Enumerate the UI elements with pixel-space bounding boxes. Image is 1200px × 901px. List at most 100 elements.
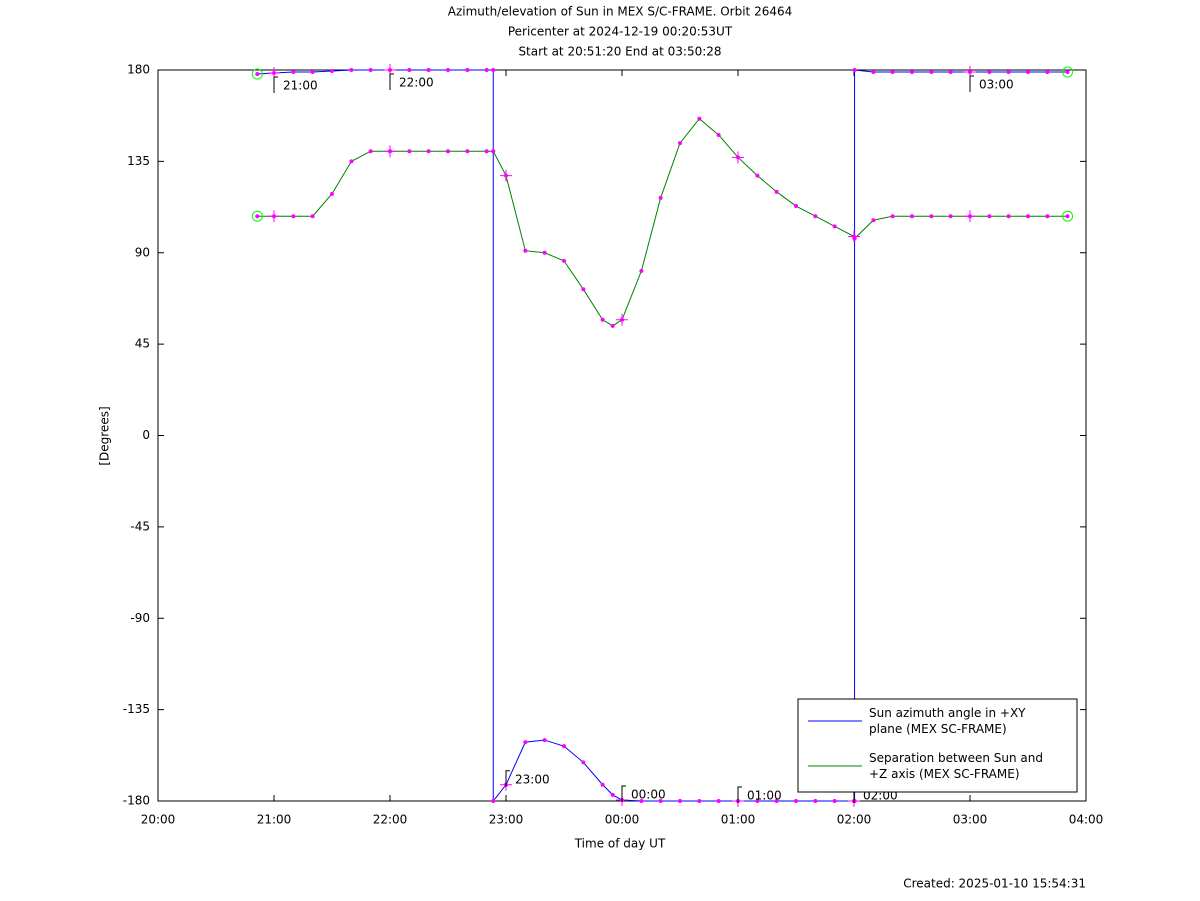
series-line (257, 118, 1068, 327)
point-marker (1006, 70, 1011, 75)
annotation-tick (389, 73, 394, 90)
y-tick-label: 180 (127, 63, 150, 77)
chart-subtitle: Pericenter at 2024-12-19 00:20:53UT (508, 25, 733, 39)
point-marker (755, 173, 760, 178)
annotation-tick (737, 786, 742, 803)
legend-label: Sun azimuth angle in +XY plane (MEX SC-FR… (869, 706, 1026, 736)
point-marker (491, 68, 496, 72)
legend-label: Separation between Sun and +Z axis (MEX S… (869, 751, 1043, 781)
x-tick-label: 00:00 (605, 813, 640, 827)
x-tick-label: 22:00 (373, 813, 408, 827)
point-marker (330, 191, 334, 196)
point-marker (368, 68, 373, 72)
point-marker (852, 68, 857, 72)
point-marker (542, 738, 547, 743)
point-marker (610, 323, 615, 328)
point-marker (310, 70, 315, 75)
annotation-tick (273, 76, 278, 94)
x-tick-label: 02:00 (837, 813, 872, 827)
point-marker (968, 214, 972, 219)
point-marker (491, 149, 496, 154)
point-marker (484, 149, 489, 154)
y-tick-label: -90 (130, 611, 150, 625)
point-marker (426, 68, 431, 72)
point-marker (600, 317, 605, 322)
point-marker (407, 68, 412, 72)
point-marker (639, 799, 644, 803)
point-marker (890, 70, 895, 75)
point-marker (484, 68, 489, 72)
point-marker (504, 173, 508, 178)
point-marker (794, 799, 798, 803)
plot-frame (157, 69, 1087, 802)
x-tick-label: 03:00 (953, 813, 988, 827)
point-marker (678, 799, 682, 803)
point-marker (774, 189, 779, 194)
point-marker (388, 68, 392, 72)
point-marker (987, 214, 992, 219)
point-marker (1045, 70, 1050, 75)
chart-title: Azimuth/elevation of Sun in MEX S/C-FRAM… (448, 5, 793, 19)
point-marker (852, 236, 857, 241)
point-marker (871, 218, 876, 223)
endpoint-marker (251, 68, 263, 80)
point-marker (929, 70, 934, 75)
point-marker (610, 792, 615, 797)
point-marker (388, 149, 392, 154)
point-marker (600, 782, 605, 787)
annotation: 01:00 (747, 789, 782, 803)
point-marker (291, 214, 296, 219)
point-marker (678, 141, 682, 146)
point-marker (929, 214, 934, 219)
point-marker (620, 317, 624, 322)
point-marker (542, 250, 547, 255)
y-tick-label: -180 (123, 794, 150, 808)
y-tick-label: 90 (135, 245, 150, 259)
point-marker (272, 214, 276, 219)
point-marker (465, 68, 470, 72)
annotation-tick (969, 75, 974, 93)
point-marker (697, 116, 702, 121)
y-tick-label: -45 (130, 519, 150, 533)
point-marker (948, 70, 953, 75)
point-marker (310, 214, 315, 219)
point-marker (272, 71, 276, 76)
legend-box (797, 698, 1078, 793)
point-marker (581, 760, 586, 765)
point-marker (948, 214, 953, 219)
point-marker (716, 799, 721, 803)
endpoint-marker (1062, 66, 1074, 78)
point-marker (794, 204, 798, 209)
annotation-tick (621, 785, 626, 802)
y-tick-label: 45 (135, 337, 150, 351)
endpoint-marker (251, 210, 263, 222)
annotation-tick (505, 770, 510, 787)
point-marker (813, 799, 818, 803)
x-tick-label: 04:00 (1069, 813, 1104, 827)
x-axis-label: Time of day UT (574, 837, 666, 851)
footer: Created: 2025-01-10 15:54:31 (903, 877, 1086, 891)
y-tick-label: -135 (123, 702, 150, 716)
annotation: 21:00 (283, 79, 318, 93)
point-marker (562, 744, 566, 749)
series-line (257, 69, 1068, 803)
x-tick-label: 01:00 (721, 813, 756, 827)
point-marker (987, 70, 992, 75)
point-marker (755, 799, 760, 803)
point-marker (426, 149, 431, 154)
point-marker (1065, 70, 1070, 75)
point-marker (368, 149, 373, 154)
point-marker (639, 269, 644, 274)
point-marker (446, 149, 450, 154)
point-marker (562, 258, 566, 263)
chart-subtitle: Start at 20:51:20 End at 03:50:28 (518, 45, 721, 59)
point-marker (581, 287, 586, 292)
x-tick-label: 20:00 (141, 813, 176, 827)
endpoint-marker (1062, 210, 1074, 222)
point-marker (349, 159, 354, 164)
point-marker (491, 799, 496, 803)
point-marker (1065, 214, 1070, 219)
point-marker (910, 214, 914, 219)
